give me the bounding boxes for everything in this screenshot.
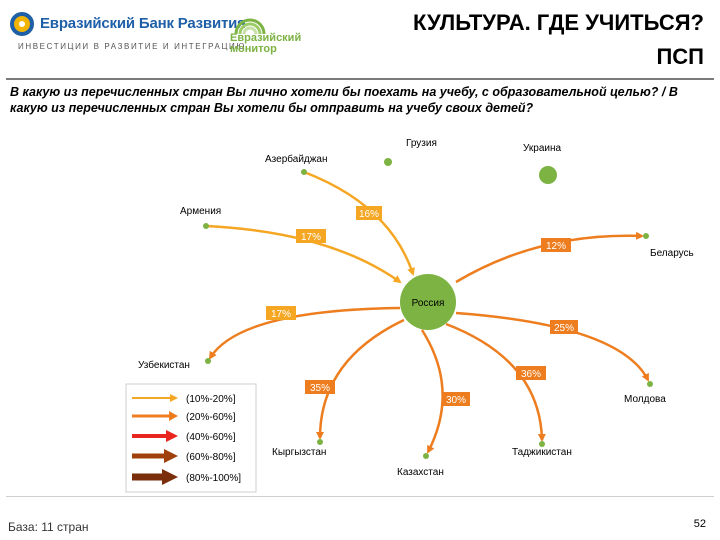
pct-belarus: 12%: [546, 241, 566, 252]
bank-tagline: ИНВЕСТИЦИИ В РАЗВИТИЕ И ИНТЕГРАЦИЮ: [18, 42, 247, 51]
arrow-kazakhstan: [420, 329, 444, 454]
bank-name: Евразийский Банк Развития: [40, 15, 246, 32]
pct-armenia: 17%: [301, 232, 321, 243]
node-tajikistan: [539, 441, 545, 447]
node-ukraine: [539, 166, 557, 184]
node-armenia: [203, 223, 209, 229]
monitor-name: Евразийский монитор: [230, 33, 301, 55]
pct-badge-azerbaijan: 16%: [356, 206, 382, 220]
node-azerbaijan: [301, 169, 307, 175]
label-belarus: Беларусь: [650, 248, 694, 259]
node-georgia: [384, 158, 392, 166]
arrow-armenia: [205, 224, 402, 284]
footer-base: База: 11 стран: [8, 520, 89, 534]
label-georgia: Грузия: [406, 138, 437, 149]
monitor-logo: Евразийский монитор: [228, 12, 338, 58]
legend: (10%-20%] (20%-60%] (40%-60%] (60%-80%] …: [125, 383, 257, 493]
title-line1: КУЛЬТУРА. ГДЕ УЧИТЬСЯ?: [412, 10, 704, 35]
node-moldova: [647, 381, 653, 387]
center-label: Россия: [412, 298, 445, 309]
node-uzbekistan: [205, 358, 211, 364]
label-moldova: Молдова: [624, 394, 666, 405]
legend-item-1: (10%-20%]: [132, 394, 236, 405]
rainbow-icon: [234, 18, 266, 35]
node-belarus: [643, 233, 649, 239]
legend-item-2: (20%-60%]: [132, 411, 236, 423]
label-kyrgyzstan: Кыргызстан: [272, 447, 326, 458]
pct-badge-belarus: 12%: [541, 238, 571, 252]
center-node-russia: [400, 274, 456, 330]
pct-kazakhstan: 30%: [446, 395, 466, 406]
legend-label-1: (10%-20%]: [186, 394, 236, 405]
legend-label-2: (20%-60%]: [186, 412, 236, 423]
pct-uzbekistan: 17%: [271, 309, 291, 320]
bank-logo-icon: [10, 12, 34, 36]
footer-divider: [6, 496, 714, 497]
title-line2: ПСП: [656, 44, 704, 69]
label-azerbaijan: Азербайджан: [265, 153, 328, 165]
label-ukraine: Украина: [523, 143, 562, 154]
pct-badge-kyrgyzstan: 35%: [305, 380, 335, 394]
monitor-line2: монитор: [230, 43, 277, 55]
pct-badge-moldova: 25%: [550, 320, 578, 334]
pct-badge-armenia: 17%: [296, 229, 326, 243]
bank-logo: Евразийский Банк Развития ИНВЕСТИЦИИ В Р…: [10, 12, 246, 62]
pct-badge-tajikistan: 36%: [516, 366, 546, 380]
page-title: КУЛЬТУРА. ГДЕ УЧИТЬСЯ? ПСП: [324, 6, 704, 74]
legend-item-3: (40%-60%]: [132, 430, 236, 443]
survey-question: В какую из перечисленных стран Вы лично …: [10, 85, 678, 115]
arrow-kyrgyzstan: [316, 318, 405, 440]
legend-label-4: (60%-80%]: [186, 452, 236, 463]
legend-item-4: (60%-80%]: [132, 449, 236, 463]
arrow-uzbekistan: [208, 306, 401, 360]
label-kazakhstan: Казахстан: [397, 467, 444, 478]
label-uzbekistan: Узбекистан: [138, 359, 190, 371]
pct-azerbaijan: 16%: [359, 209, 379, 220]
pct-tajikistan: 36%: [521, 369, 541, 380]
legend-label-5: (80%-100%]: [186, 473, 241, 484]
pct-badge-kazakhstan: 30%: [442, 392, 470, 406]
label-tajikistan: Таджикистан: [512, 447, 572, 458]
page-number: 52: [693, 518, 706, 530]
label-armenia: Армения: [180, 206, 221, 217]
node-kyrgyzstan: [317, 439, 323, 445]
legend-item-5: (80%-100%]: [132, 469, 241, 485]
arrow-tajikistan: [445, 322, 546, 442]
pct-kyrgyzstan: 35%: [310, 383, 330, 394]
monitor-line1: Евразийский: [230, 32, 302, 44]
legend-label-3: (40%-60%]: [186, 432, 236, 443]
node-kazakhstan: [423, 453, 429, 459]
header-divider: [6, 78, 714, 80]
arrow-moldova: [455, 311, 650, 382]
pct-badge-uzbekistan: 17%: [266, 306, 296, 320]
pct-moldova: 25%: [554, 323, 574, 334]
